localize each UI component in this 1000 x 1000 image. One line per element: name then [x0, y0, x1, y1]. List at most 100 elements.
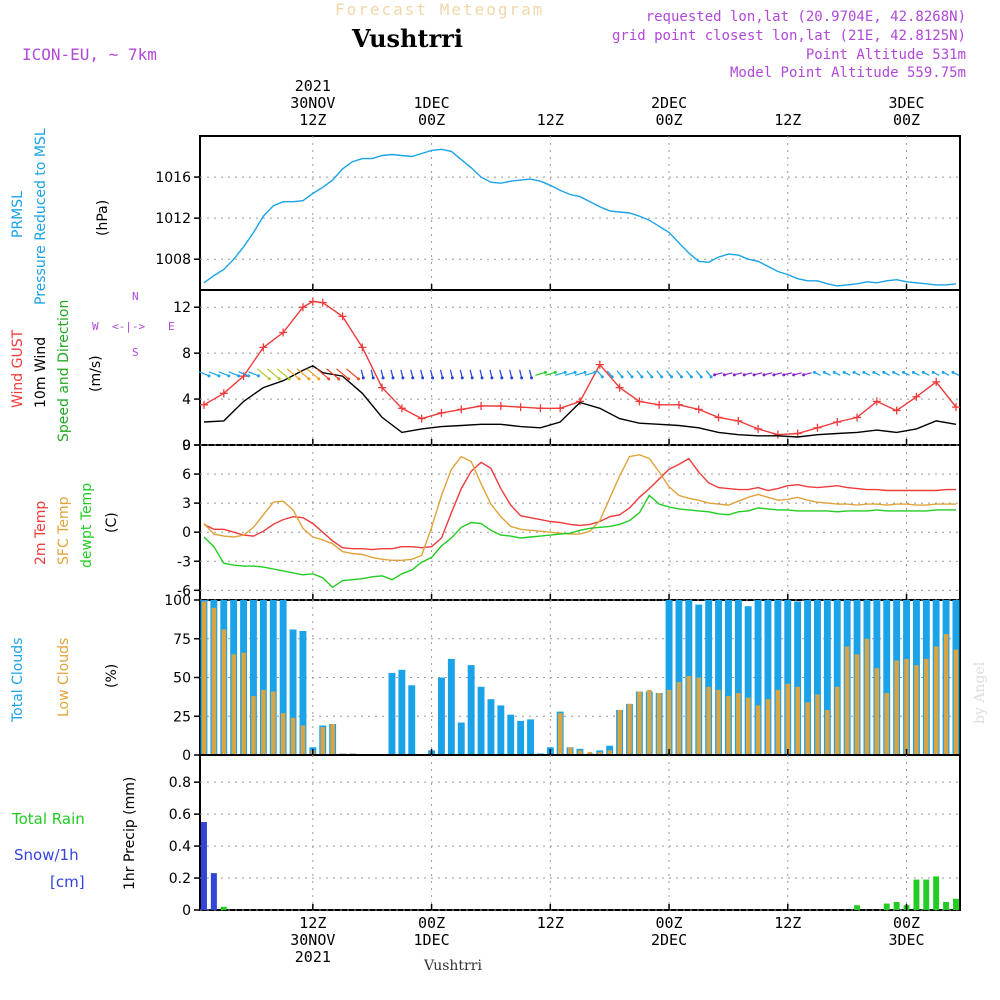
time-tick-line: 12Z: [536, 914, 564, 932]
clouds-bar-0: [467, 665, 475, 755]
wind-gust-marker: [298, 303, 307, 312]
temperature-ytick-label: -6: [177, 583, 191, 599]
wind-gust-marker: [912, 392, 921, 401]
wind-direction-arrow: [346, 368, 359, 380]
clouds-bar-1: [201, 601, 207, 755]
model-label: ICON-EU, ~ 7km: [22, 45, 157, 64]
clouds-bar-1: [894, 660, 899, 755]
wind-direction-arrowhead: [317, 377, 321, 381]
wind-gust-marker: [556, 404, 565, 413]
wind-direction-arrow: [555, 371, 566, 376]
wind-direction-arrowhead: [563, 370, 567, 374]
clouds-bar-0: [259, 600, 267, 755]
wind-direction-arrow: [306, 368, 320, 380]
clouds-bar-0: [784, 600, 792, 755]
clouds-bar-0: [497, 705, 505, 755]
time-tick-line: 2021: [294, 948, 331, 966]
wind-direction-arrowhead: [610, 375, 614, 379]
clouds-bar-0: [457, 722, 465, 755]
time-tick-label: 12Z: [748, 78, 828, 129]
time-tick-label: 12Z 30NOV 2021: [273, 915, 353, 966]
temperature-series-line-2: [203, 494, 956, 589]
clouds-bar-1: [567, 747, 573, 756]
time-tick-line: 00Z: [418, 914, 446, 932]
clouds-bar-1: [587, 751, 593, 755]
precip-bar-0: [913, 879, 920, 910]
wind-direction-arrowhead: [660, 375, 664, 379]
clouds-bar-0: [705, 600, 713, 755]
precip-bar-0: [883, 903, 890, 910]
wind-direction-arrowhead: [421, 376, 425, 380]
wind-direction-arrowhead: [510, 376, 514, 380]
wind-gust-marker: [793, 429, 802, 438]
wind-direction-arrowhead: [530, 376, 534, 380]
clouds-bar-1: [716, 689, 721, 755]
compass-s: S: [132, 346, 139, 359]
wind-gust-marker: [417, 414, 426, 423]
clouds-bar-0: [744, 606, 752, 755]
wind-gust-marker: [773, 430, 782, 439]
time-tick-line: 2DEC: [650, 94, 688, 112]
clouds-bar-0: [833, 600, 841, 755]
clouds-bar-0: [774, 600, 782, 755]
wind-direction-arrow: [248, 371, 259, 377]
clouds-bar-1: [815, 694, 820, 755]
clouds-bar-0: [764, 600, 772, 755]
compass-icon: N W <-|-> E S: [92, 290, 182, 360]
wind-gust-marker: [892, 406, 901, 415]
wind-gust-marker: [308, 297, 317, 306]
clouds-bar-1: [241, 652, 246, 755]
clouds-bar-1: [785, 683, 791, 755]
clouds-bar-0: [823, 600, 831, 755]
time-tick-label: 00Z 3DEC: [867, 915, 947, 966]
model-point-altitude: Model Point Altitude 559.75m: [729, 65, 966, 81]
wind-direction-arrow: [564, 371, 576, 376]
wind-direction-arrow: [198, 371, 210, 377]
wind-direction-arrowhead: [872, 370, 876, 374]
precip-bar-0: [943, 902, 949, 910]
wind-gust-marker: [833, 418, 842, 427]
wind-direction-arrowhead: [356, 377, 360, 381]
time-tick-label: 12Z: [510, 915, 590, 966]
wind-direction-arrowhead: [911, 370, 915, 374]
wind-gust-marker: [615, 383, 624, 392]
wind-gust-marker: [952, 403, 960, 412]
precip-bar-1: [210, 873, 217, 910]
wind-direction-arrow: [286, 368, 300, 380]
precip-ytick-label: 0.2: [169, 871, 191, 887]
wind-direction-arrow: [574, 371, 586, 376]
clouds-bar-1: [736, 693, 741, 755]
time-tick-line: [867, 949, 947, 966]
time-tick-line: 12Z: [299, 914, 327, 932]
clouds-bar-1: [844, 646, 850, 755]
wind-direction-arrowhead: [450, 376, 454, 380]
precip-ytick-label: 0: [182, 903, 191, 919]
clouds-bar-1: [746, 697, 751, 755]
wind-direction-arrowhead: [401, 376, 405, 380]
wind-direction-arrowhead: [822, 370, 826, 374]
clouds-bar-0: [665, 600, 673, 755]
wind-direction-arrow: [218, 371, 230, 377]
wind-direction-arrowhead: [227, 374, 231, 378]
wind-direction-arrow: [545, 371, 556, 376]
wind-gust-marker: [457, 405, 466, 414]
time-tick-line: 12Z: [299, 111, 327, 129]
grid-point-coords: grid point closest lon,lat (21E, 42.8125…: [611, 28, 966, 44]
wind-gust-marker: [853, 413, 862, 422]
wind-gust-marker: [754, 424, 763, 433]
wind-direction-arrowhead: [520, 376, 524, 380]
clouds-bar-0: [289, 629, 297, 755]
wind-gust-marker: [576, 397, 584, 406]
wind-direction-arrow: [276, 368, 290, 380]
clouds-bar-1: [805, 702, 810, 755]
wind-gust-marker: [437, 408, 446, 417]
wind-direction-arrowhead: [722, 373, 726, 377]
clouds-bar-1: [835, 686, 840, 755]
time-tick-line: 3DEC: [888, 94, 925, 112]
time-tick-line: 3DEC: [888, 931, 925, 949]
wind-direction-arrowhead: [237, 374, 241, 378]
bottom-location-label: Vushtrri: [424, 958, 482, 974]
wind-gust-marker: [595, 360, 604, 369]
clouds-bar-1: [290, 717, 296, 755]
wind-direction-arrowhead: [267, 377, 271, 381]
